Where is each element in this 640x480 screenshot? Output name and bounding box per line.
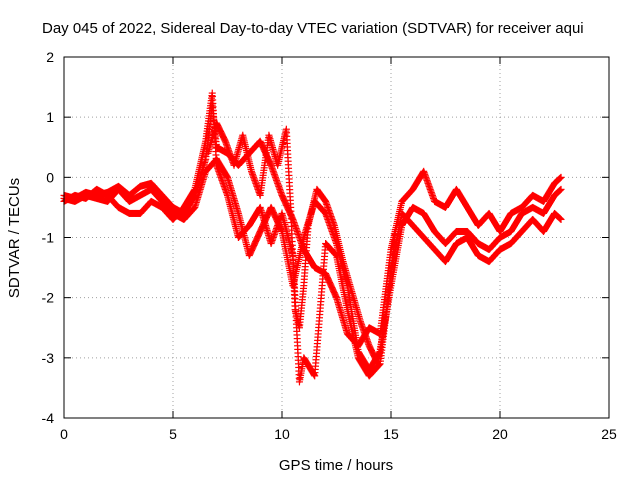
y-tick-label: -4 — [42, 410, 55, 426]
y-axis-label: SDTVAR / TECUs — [6, 178, 23, 298]
x-axis-label: GPS time / hours — [279, 457, 393, 474]
y-tick-label: -3 — [42, 350, 55, 366]
y-tick-label: 2 — [46, 49, 54, 65]
y-tick-label: 0 — [46, 169, 54, 185]
x-tick-label: 15 — [383, 426, 399, 442]
x-tick-label: 20 — [492, 426, 508, 442]
y-tick-label: -2 — [42, 290, 55, 306]
x-tick-label: 5 — [169, 426, 177, 442]
y-tick-label: 1 — [46, 109, 54, 125]
data-series — [60, 89, 565, 386]
y-tick-label: -1 — [42, 230, 55, 246]
x-tick-label: 25 — [601, 426, 617, 442]
x-tick-labels: 0 5 10 15 20 25 — [60, 426, 617, 442]
x-tick-label: 0 — [60, 426, 68, 442]
y-tick-labels: -4 -3 -2 -1 0 1 2 — [42, 49, 55, 426]
chart-title: Day 045 of 2022, Sidereal Day-to-day VTE… — [42, 20, 584, 37]
x-tick-label: 10 — [274, 426, 290, 442]
data-series-track-a — [60, 101, 565, 350]
